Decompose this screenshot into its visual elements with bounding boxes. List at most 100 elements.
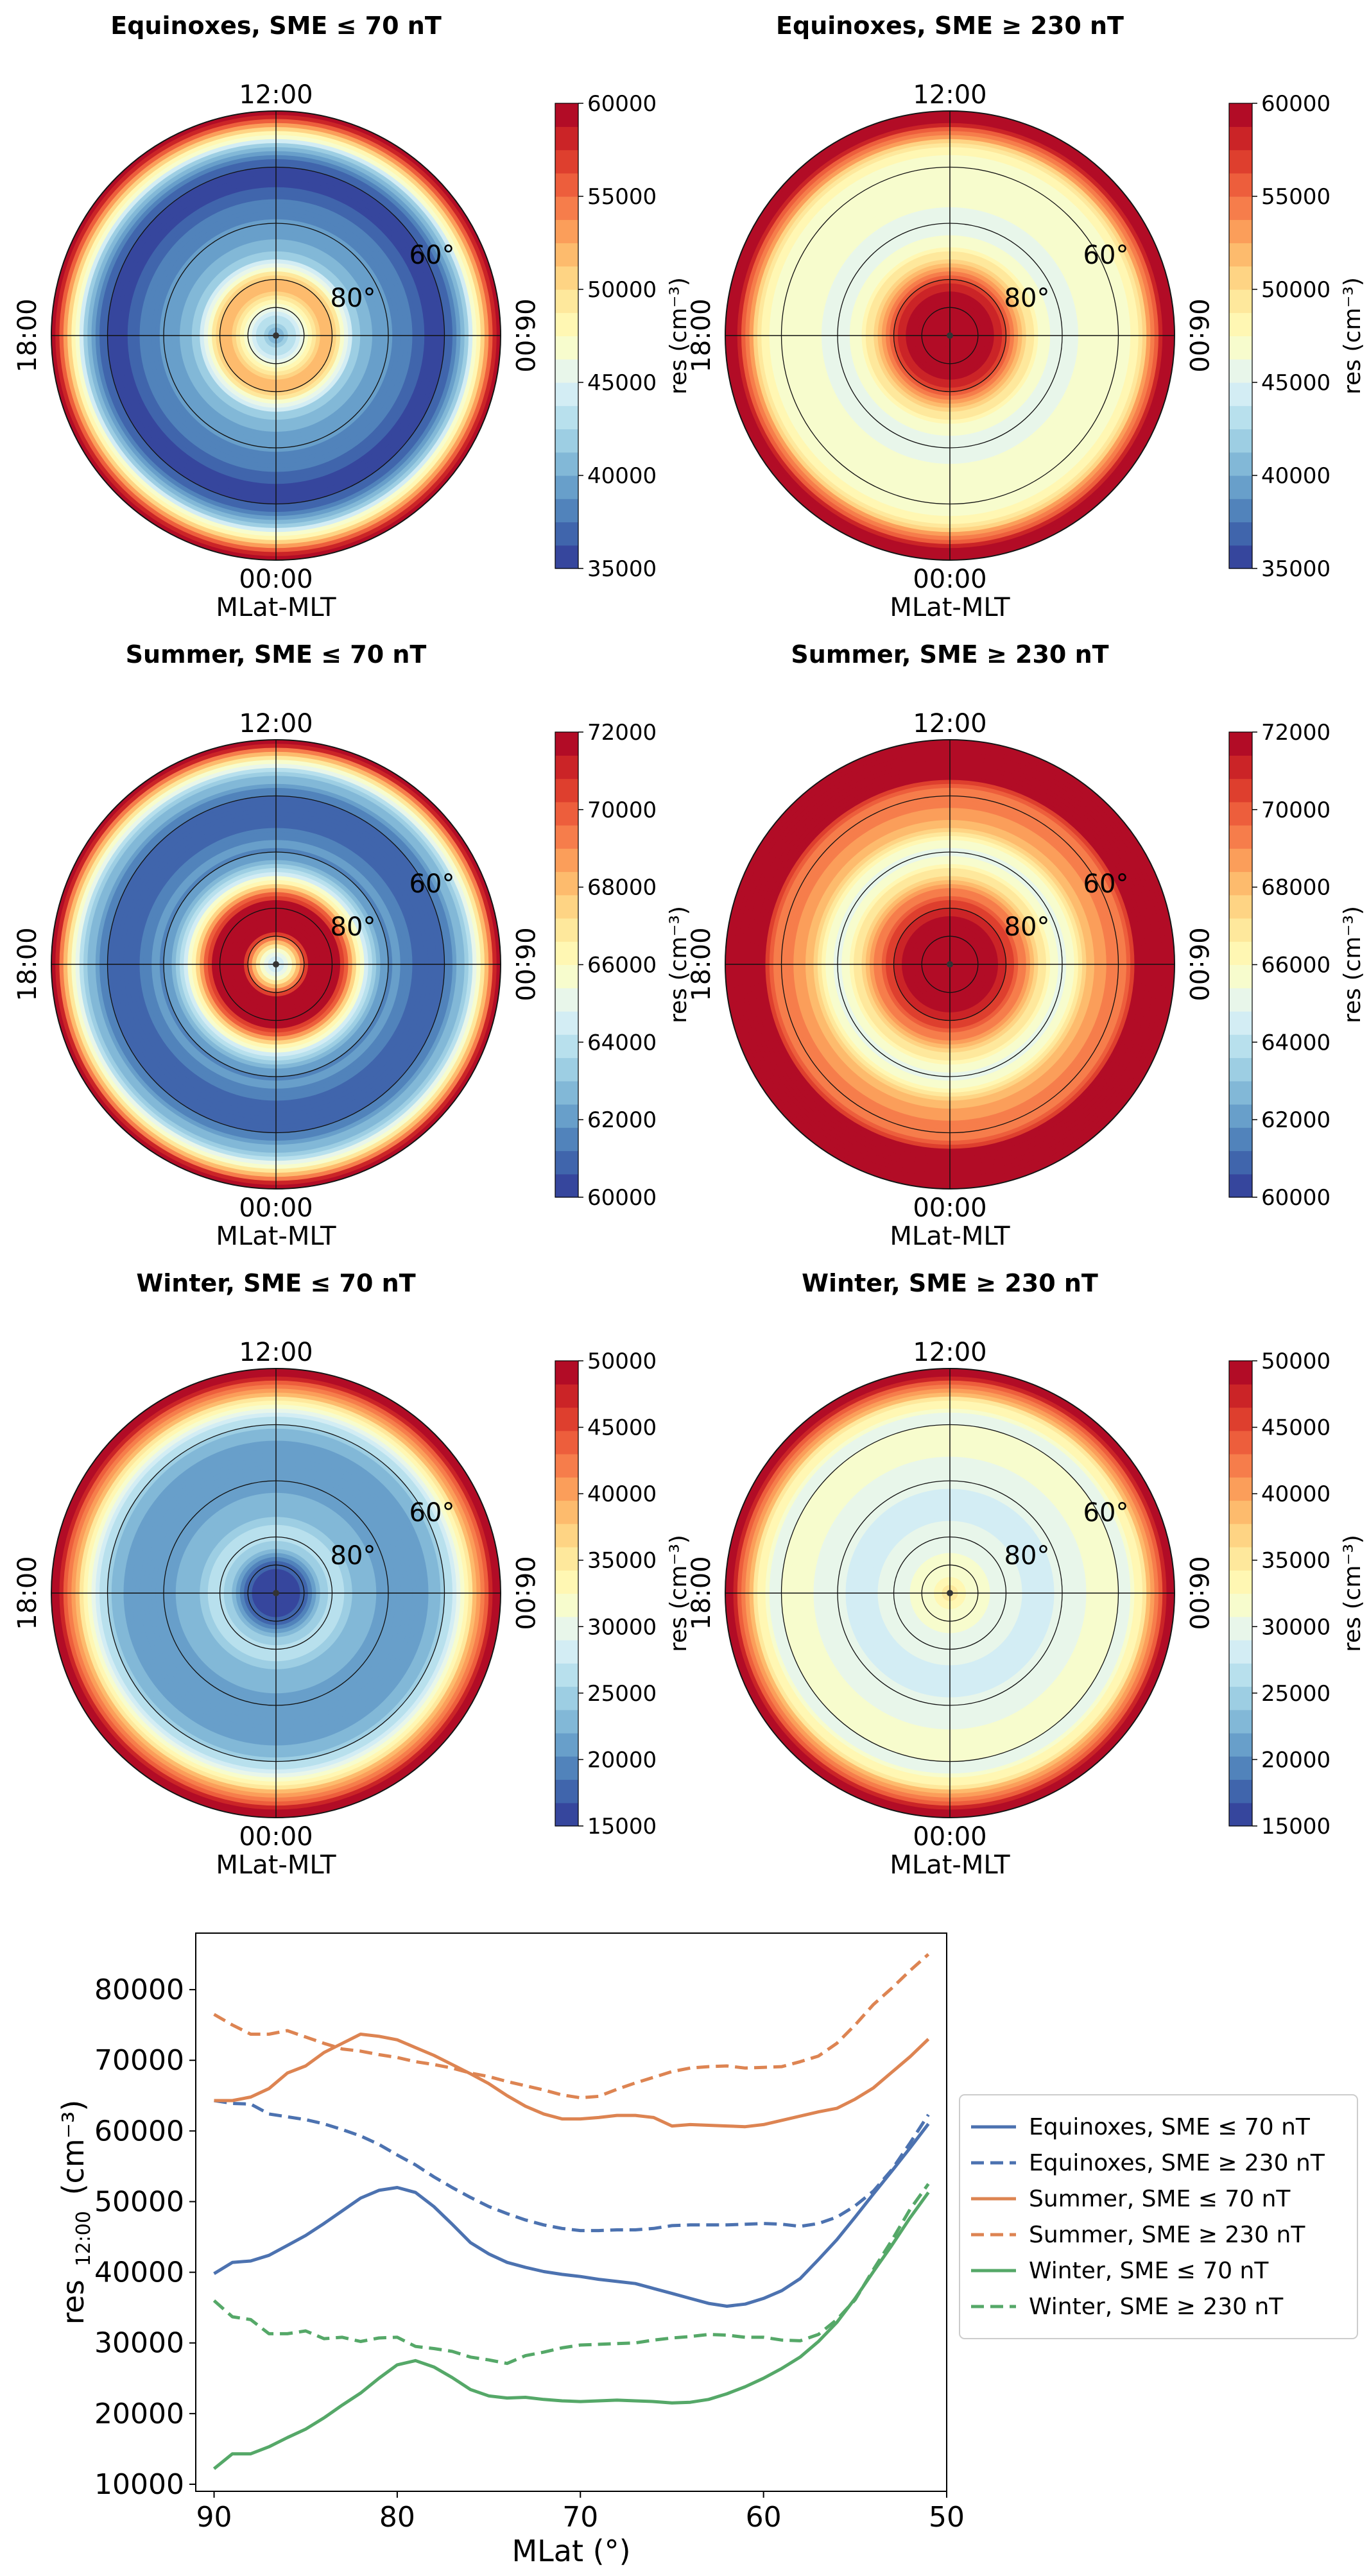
polar-heatmap-rings [725,111,1175,560]
polar-axis-label: MLat-MLT [890,1850,1010,1880]
colorbar-bin [555,871,578,896]
colorbar-bin [555,1779,578,1804]
colorbar-bin [1229,499,1252,523]
colorbar-bin [1229,266,1252,290]
colorbar-bin [555,382,578,406]
line-x-axis-label: MLat (°) [512,2534,630,2568]
colorbar: 15000 20000 25000 30000 35000 40000 45000 50000… [555,1349,692,1839]
colorbar-bin [555,475,578,499]
colorbar-bin [1229,289,1252,313]
colorbar-bin [1229,755,1252,780]
colorbar-bin [555,173,578,197]
lat-label-60: 60° [409,869,455,899]
polar-axis-label: MLat-MLT [216,1850,336,1880]
lat-label-80: 80° [331,284,376,313]
colorbar-bin [555,941,578,966]
colorbar-tick-label: 55000 [587,184,657,210]
y-tick-label: 20000 [94,2398,184,2430]
polar-pole-marker [273,961,279,968]
colorbar-bin [1229,1057,1252,1082]
colorbar-bin [1229,1127,1252,1152]
colorbar-tick-label: 64000 [1261,1030,1330,1055]
lat-label-80: 80° [1004,912,1050,942]
legend-frame [959,2094,1358,2339]
colorbar-bin [555,545,578,569]
clock-label-bottom: 00:00 [913,1822,986,1852]
colorbar-tick-label: 40000 [1261,463,1330,489]
colorbar-tick-label: 25000 [587,1681,657,1707]
x-tick-label: 70 [562,2501,598,2534]
colorbar-bin [1229,1150,1252,1175]
line-y-label-main: res [56,2280,90,2324]
colorbar-bin [555,1011,578,1035]
clock-label-left: 18:00 [13,298,42,372]
colorbar-tick-label: 45000 [1261,370,1330,396]
polar-panel-equinox-low: Equinoxes, SME ≤ 70 nT 12:00 00:00 18:00 06:… [13,12,692,622]
polar-title: Summer, SME ≥ 230 nT [791,640,1108,669]
line-y-label-sub: 12:00 [73,2211,95,2266]
colorbar-bin [555,894,578,919]
colorbar-bin [555,755,578,780]
colorbar-bin [555,452,578,476]
colorbar-bin [1229,103,1252,127]
colorbar-bin [555,918,578,942]
x-tick-label: 50 [929,2501,965,2534]
colorbar-bin [1229,1361,1252,1385]
clock-label-left: 18:00 [687,1556,716,1630]
clock-label-bottom: 00:00 [239,1822,313,1852]
polar-panel-equinox-high: Equinoxes, SME ≥ 230 nT 12:00 00:00 18:00 06… [687,12,1366,622]
colorbar-bin [1229,1080,1252,1105]
colorbar-bin [1229,778,1252,803]
polar-axis-label: MLat-MLT [890,593,1010,622]
colorbar-tick-label: 35000 [1261,556,1330,582]
colorbar-bin [555,1173,578,1198]
colorbar-label: res (cm⁻³) [666,906,692,1023]
colorbar-tick-label: 50000 [1261,1349,1330,1374]
colorbar-bin [555,405,578,430]
lat-label-60: 60° [1083,869,1129,899]
colorbar-bin [1229,871,1252,896]
colorbar-bin [1229,429,1252,453]
x-tick-label: 80 [379,2501,415,2534]
series-line [214,2099,930,2233]
colorbar-tick-label: 15000 [587,1814,657,1839]
polar-pole-marker [273,1590,279,1596]
colorbar-bin [1229,545,1252,569]
line-chart: 90 80 70 60 50 10000 20000 30000 40000 50000 60000… [56,1932,1358,2568]
colorbar-tick-label: 60000 [1261,1185,1330,1211]
colorbar-bin [1229,382,1252,406]
clock-label-left: 18:00 [13,1556,42,1630]
colorbar-tick-label: 62000 [587,1107,657,1133]
colorbar-bin [1229,801,1252,826]
colorbar-bin [1229,1709,1252,1734]
colorbar-bin [1229,336,1252,360]
colorbar-tick-label: 62000 [1261,1107,1330,1133]
colorbar-bin [1229,848,1252,873]
colorbar-bin [555,1802,578,1827]
y-tick-label: 30000 [94,2327,184,2360]
colorbar-bin [555,778,578,803]
series-line [212,2191,930,2470]
colorbar-bin [555,1500,578,1524]
colorbar-bin [1229,1034,1252,1059]
colorbar-bin [555,196,578,220]
colorbar-label: res (cm⁻³) [1339,277,1366,395]
colorbar-bin [555,103,578,127]
clock-label-top: 12:00 [239,1338,313,1367]
colorbar-bin [1229,1663,1252,1687]
x-tick-label: 90 [196,2501,232,2534]
line-plot-frame [195,1932,947,2492]
colorbar-bin [555,1570,578,1594]
legend-entry: Equinoxes, SME ≥ 230 nT [1029,2150,1325,2176]
legend-entry: Winter, SME ≥ 230 nT [1029,2294,1284,2320]
clock-label-bottom: 00:00 [239,1193,313,1223]
clock-label-bottom: 00:00 [913,565,986,594]
colorbar-tick-label: 72000 [587,720,657,746]
colorbar-frame [555,103,579,569]
colorbar-bin [1229,1547,1252,1571]
colorbar-bin [1229,1686,1252,1710]
colorbar-tick-label: 70000 [587,798,657,823]
lat-label-60: 60° [1083,241,1129,270]
colorbar-bin [1229,1802,1252,1827]
polar-pole-marker [273,332,279,339]
